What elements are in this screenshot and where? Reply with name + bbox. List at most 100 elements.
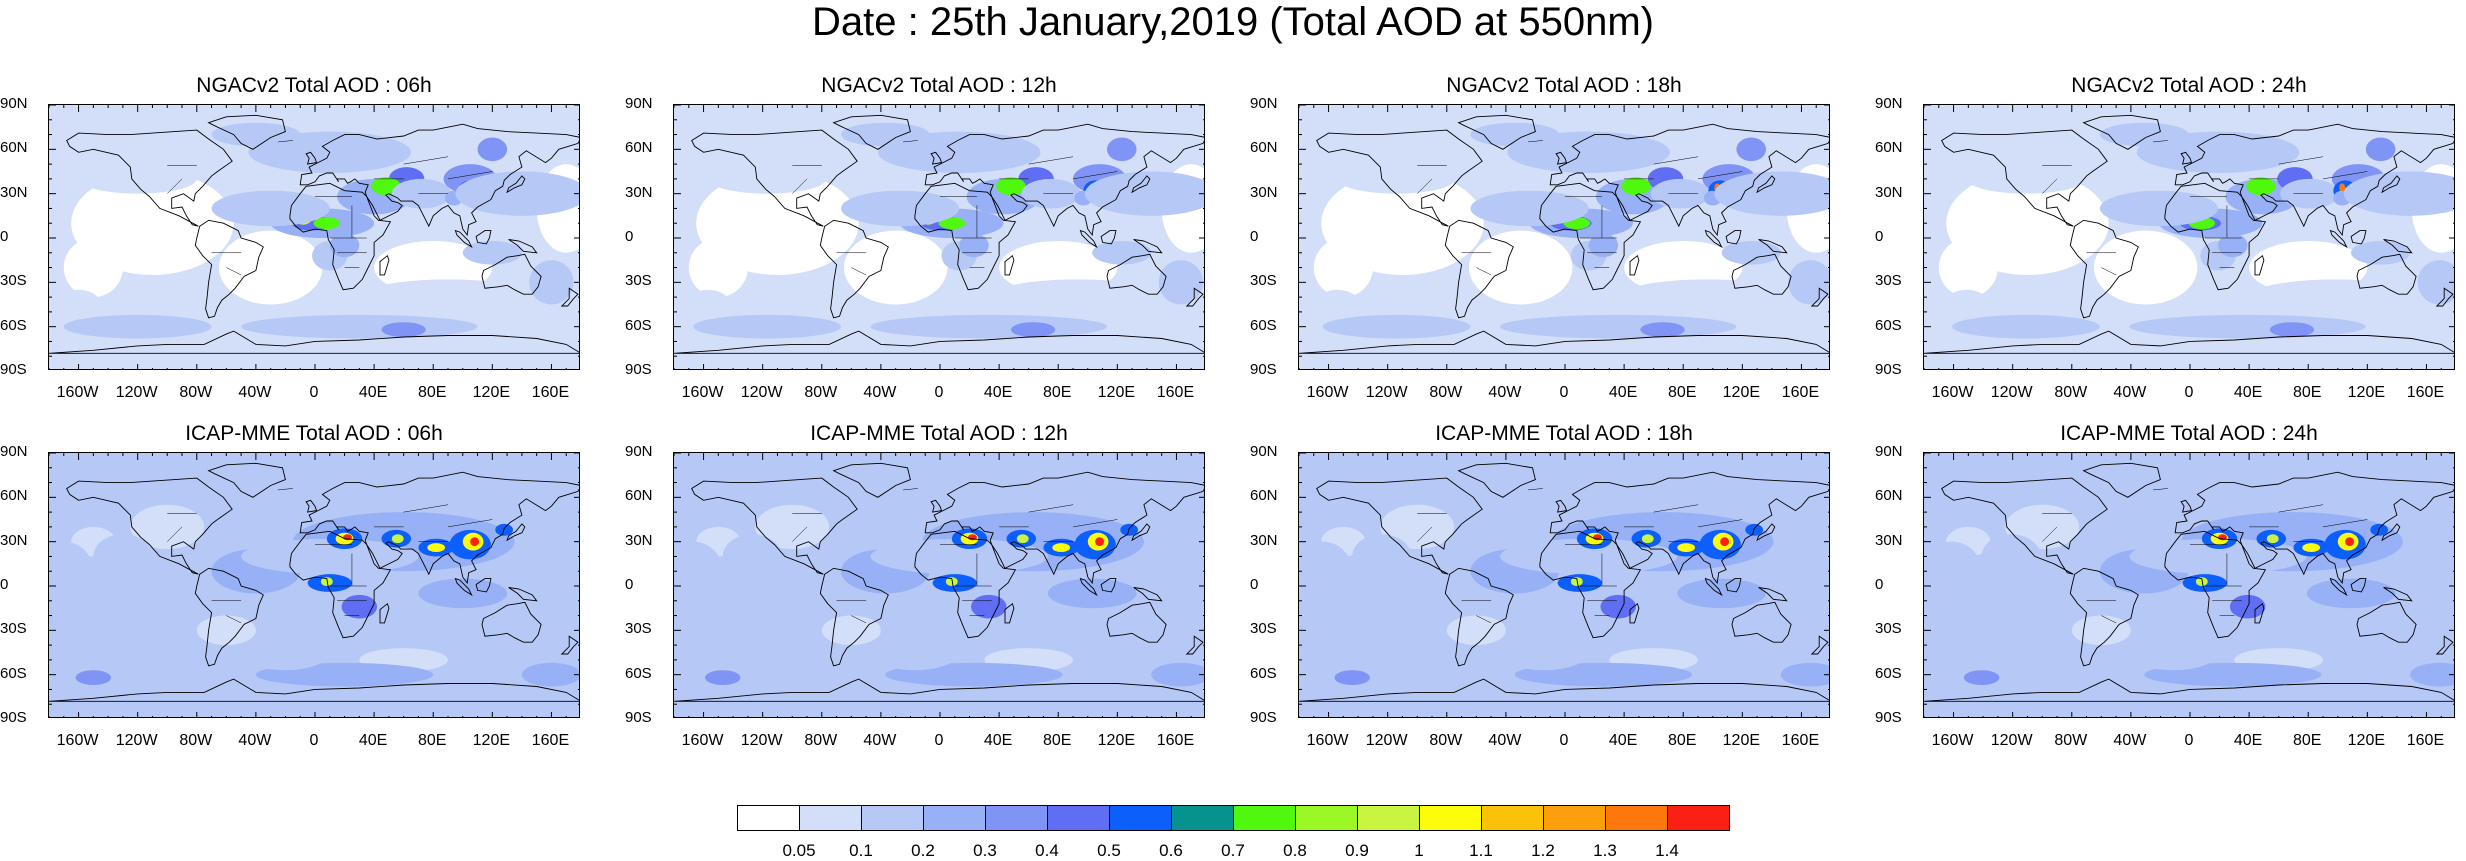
lat-label: 90N	[1875, 95, 1903, 112]
coastline-sumatra	[1704, 577, 1723, 597]
lon-label: 80E	[1667, 732, 1697, 749]
map-area	[1923, 452, 2455, 718]
coastline-madagascar	[379, 254, 390, 276]
aod-contour	[693, 314, 841, 339]
coastline-new-zealand	[1185, 635, 1204, 655]
coastline-new-zealand	[2435, 287, 2454, 307]
lon-label: 40W	[2113, 384, 2147, 401]
lat-label: 0	[1875, 228, 1884, 245]
aod-contour	[1470, 122, 1560, 147]
lon-label: 40E	[1608, 384, 1638, 401]
coastline-new-zealand	[1185, 287, 1204, 307]
coastline-antarctica	[1924, 678, 2454, 702]
lat-label: 90N	[1250, 443, 1278, 460]
lat-label: 0	[0, 228, 9, 245]
colorbar-label: 1.3	[1593, 841, 1617, 860]
lon-label: 80W	[804, 384, 838, 401]
coastline-greenland	[832, 114, 911, 150]
map-panel-icap-mme-24h: ICAP-MME Total AOD : 24h 90N 60N 30N 0 30S 60S…	[1875, 422, 2455, 767]
colorbar-swatch	[1605, 805, 1668, 831]
lat-label: 60N	[0, 139, 28, 157]
lat-label: 90N	[625, 443, 653, 460]
coastline-great-britain	[305, 151, 318, 165]
low-aod-region	[843, 230, 948, 305]
aod-contour	[93, 534, 153, 579]
coastline-greenland	[832, 462, 911, 498]
country-border	[792, 178, 808, 194]
lat-label: 90S	[1875, 709, 1902, 726]
lat-label: 30N	[0, 531, 28, 549]
coastline-south-america	[819, 567, 889, 667]
lat-label: 60S	[0, 664, 27, 682]
aod-contour	[381, 322, 426, 338]
country-border	[1653, 504, 1699, 513]
country-border	[2101, 267, 2117, 276]
coastline-new-guinea	[1133, 239, 1163, 254]
colorbar-label: 0.8	[1283, 841, 1307, 860]
coastline-south-america	[819, 219, 889, 319]
colorbar-label: 1.2	[1531, 841, 1555, 860]
aod-contour	[996, 177, 1026, 196]
lat-label: 30S	[0, 272, 27, 290]
country-border	[278, 140, 293, 143]
lon-label: 0	[934, 384, 944, 401]
coastline-greenland	[2082, 462, 2161, 498]
colorbar-label: 1	[1414, 841, 1424, 860]
country-border	[447, 171, 493, 180]
aod-contour	[2339, 183, 2346, 193]
map-panel-ngacv2-18h: NGACv2 Total AOD : 18h 90N 60N 30N 0 30S 60S 90…	[1250, 74, 1830, 419]
lon-label: 160W	[1931, 732, 1974, 749]
coastline-australia	[481, 601, 542, 643]
lat-label: 0	[1250, 576, 1259, 593]
lat-label: 30S	[625, 272, 652, 290]
lat-label: 60N	[1250, 139, 1278, 157]
colorbar-label: 0.1	[849, 841, 873, 860]
country-border	[851, 615, 867, 624]
coastline-africa	[914, 530, 1017, 639]
low-aod-region	[1446, 615, 1506, 646]
coastline-japan	[1756, 523, 1776, 542]
aod-contour	[938, 217, 966, 230]
colorbar-swatch	[1667, 805, 1730, 831]
coastline-borneo	[2350, 230, 2367, 245]
map-area	[48, 104, 580, 370]
aod-contour	[320, 577, 333, 586]
country-border	[226, 615, 242, 624]
aod-contour	[1641, 534, 1654, 544]
lon-label: 160E	[2406, 384, 2445, 401]
lat-label: 90S	[0, 709, 27, 726]
aod-contour	[1499, 314, 1737, 339]
low-aod-region	[2093, 230, 2198, 305]
coastline-australia	[481, 253, 542, 295]
coastline-eurasia	[1549, 471, 1829, 585]
lat-label: 30N	[625, 183, 653, 201]
coastline-borneo	[1725, 578, 1742, 593]
low-aod-region	[1313, 238, 1373, 298]
aod-contour	[427, 543, 446, 553]
country-border	[1028, 156, 1074, 165]
aod-contour	[1981, 534, 2041, 579]
lon-label: 160W	[56, 732, 99, 749]
lon-label: 40E	[2233, 732, 2263, 749]
aod-contour	[1352, 534, 1412, 579]
coastline-borneo	[1725, 230, 1742, 245]
coastline-north-america	[1316, 129, 1483, 227]
lat-label: 60N	[1250, 487, 1278, 505]
coastline-south-america	[1444, 567, 1514, 667]
aod-contour	[988, 279, 1167, 315]
aod-contour	[2306, 578, 2396, 609]
low-aod-region	[1380, 504, 1455, 550]
panel-title: NGACv2 Total AOD : 18h	[1446, 74, 1682, 97]
aod-contour	[1714, 171, 1829, 216]
lon-label: 0	[2184, 384, 2194, 401]
country-border	[792, 526, 808, 542]
panel-title: ICAP-MME Total AOD : 18h	[1435, 422, 1693, 445]
coastline-great-britain	[1555, 151, 1568, 165]
aod-contour	[477, 137, 508, 162]
coastline-antarctica	[674, 330, 1204, 354]
aod-contour	[2099, 122, 2189, 147]
lat-label: 60S	[625, 316, 652, 334]
lon-label: 80E	[2292, 384, 2322, 401]
country-border	[903, 140, 918, 143]
coastline-borneo	[1100, 230, 1117, 245]
